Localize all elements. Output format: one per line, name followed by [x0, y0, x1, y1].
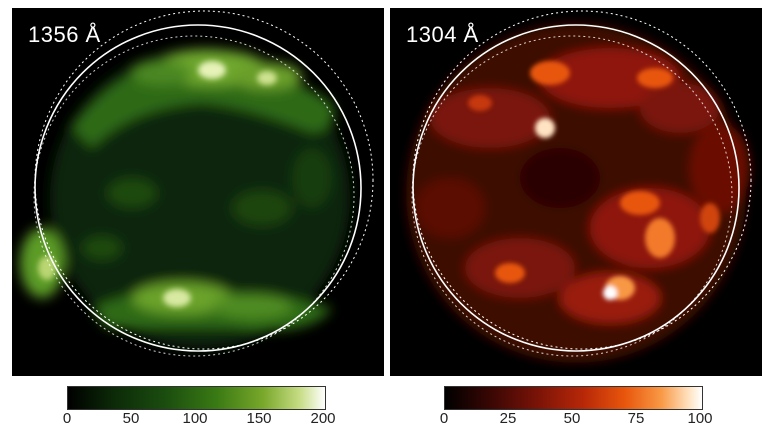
colorbar-1304-tick: 50	[563, 410, 581, 427]
colorbar-1356-tick: 50	[122, 410, 140, 427]
colorbar-1304-tick: 25	[499, 410, 517, 427]
colorbar-1304-tick: 75	[627, 410, 645, 427]
colorbar-1356-tick: 150	[246, 410, 272, 427]
colorbar-1356	[67, 386, 326, 410]
colorbar-1356-tick: 0	[62, 410, 72, 427]
colorbar-1304-tick: 0	[439, 410, 449, 427]
colorbar-1356-tick: 100	[182, 410, 208, 427]
wavelength-label-1304: 1304 Å	[406, 22, 479, 47]
emission-map-1356	[20, 10, 374, 357]
colorbar-1304	[444, 386, 703, 410]
wavelength-label-1356: 1356 Å	[28, 22, 101, 47]
image-panel-1356: 1356 Å	[12, 8, 384, 376]
colorbar-1356-tick: 200	[310, 410, 336, 427]
colorbar-1304-tick: 100	[687, 410, 713, 427]
image-panel-1304: 1304 Å	[390, 8, 762, 376]
emission-map-1304	[406, 10, 752, 363]
